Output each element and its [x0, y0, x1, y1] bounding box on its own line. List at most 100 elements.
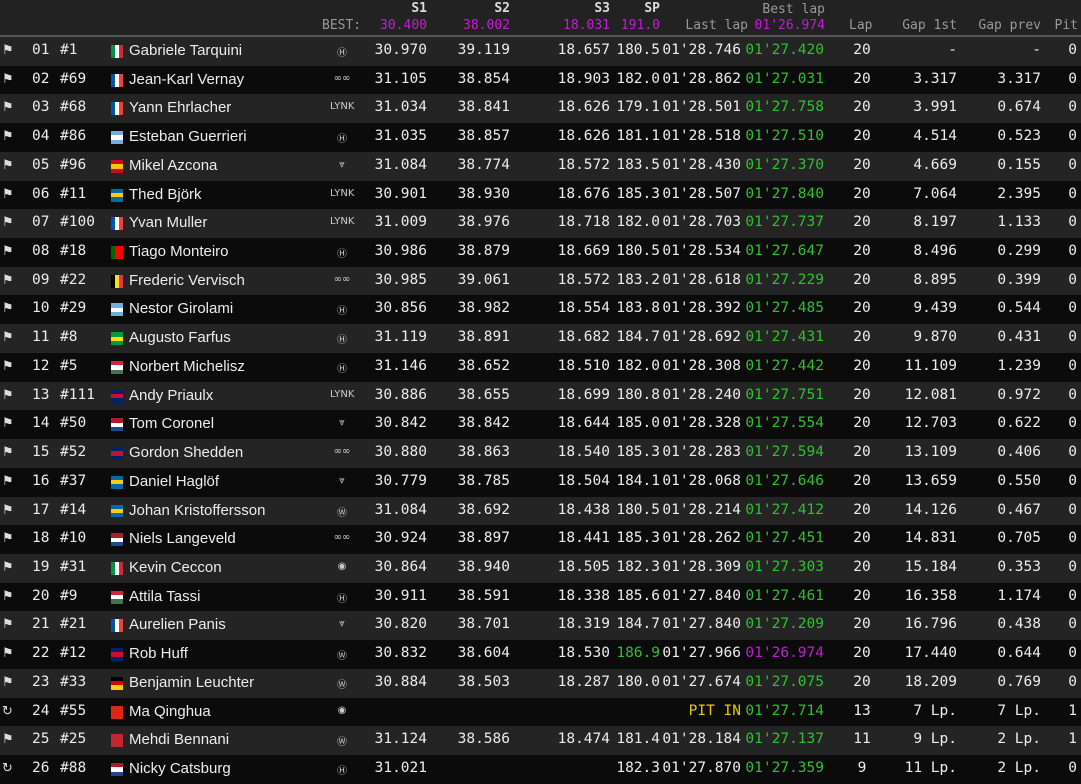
s2-cell: 38.586 — [457, 731, 510, 748]
driver-name[interactable]: Gordon Shedden — [129, 444, 244, 462]
gap1-cell: 18.209 — [904, 673, 957, 690]
table-row[interactable]: ⚑ 22 #12 Rob Huff Ⓦ 30.832 38.604 18.530 186.9 01… — [0, 640, 1081, 669]
table-row[interactable]: ⚑ 19 #31 Kevin Ceccon ◉ 30.864 38.940 18.505 182… — [0, 553, 1081, 583]
pit-cell: 0 — [1068, 329, 1077, 346]
driver-name[interactable]: Frederic Vervisch — [129, 271, 245, 289]
cupra-logo-icon: ⩔ — [339, 417, 345, 429]
gap1-cell: 9.439 — [913, 300, 957, 317]
table-row[interactable]: ⚑ 07 #100 Yvan Muller LYNK 31.009 38.976 18.718… — [0, 209, 1081, 239]
flag-swe-icon — [111, 188, 123, 202]
table-row[interactable]: ⚑ 20 #9 Attila Tassi Ⓗ 30.911 38.591 18.338 185.… — [0, 582, 1081, 612]
driver-name[interactable]: Tom Coronel — [129, 415, 215, 433]
pit-cell: 0 — [1068, 300, 1077, 317]
driver-name[interactable]: Tiago Monteiro — [129, 243, 229, 261]
gapprev-cell: 0.972 — [997, 386, 1041, 403]
pit-cell: 0 — [1068, 214, 1077, 231]
driver-name[interactable]: Norbert Michelisz — [129, 357, 245, 375]
sp-cell: 184.7 — [616, 616, 660, 633]
pit-clock-icon: ↻ — [2, 703, 13, 719]
table-row[interactable]: ⚑ 12 #5 Norbert Michelisz Ⓗ 31.146 38.652 18.51… — [0, 352, 1081, 382]
best-s2: 38.002 — [463, 18, 510, 33]
last-cell: 01'27.870 — [662, 759, 741, 776]
driver-name[interactable]: Niels Langeveld — [129, 530, 236, 548]
table-row[interactable]: ⚑ 04 #86 Esteban Guerrieri Ⓗ 31.035 38.857 18.6… — [0, 123, 1081, 152]
table-row[interactable]: ⚑ 18 #10 Niels Langeveld ∞∞ 30.924 38.897 18.44… — [0, 525, 1081, 554]
driver-name[interactable]: Thed Björk — [129, 185, 202, 203]
checkered-flag-icon: ⚑ — [2, 674, 14, 690]
flag-gbr-icon — [111, 447, 123, 461]
alfa-logo-icon: ◉ — [337, 704, 347, 716]
checkered-flag-icon: ⚑ — [2, 387, 14, 403]
best-cell: 01'27.031 — [745, 70, 824, 87]
car-number: #88 — [60, 759, 87, 776]
driver-name[interactable]: Andy Priaulx — [129, 386, 214, 404]
table-row[interactable]: ⚑ 06 #11 Thed Björk LYNK 30.901 38.930 18.676 18… — [0, 180, 1081, 210]
driver-name[interactable]: Daniel Haglöf — [129, 472, 220, 490]
driver-name[interactable]: Ma Qinghua — [129, 702, 211, 720]
table-row[interactable]: ↻ 24 #55 Ma Qinghua ◉ PIT IN 01'27.714 7 Lp. 7 L… — [0, 697, 1081, 727]
gapprev-cell: 0.399 — [997, 271, 1041, 288]
driver-name[interactable]: Johan Kristoffersson — [129, 501, 266, 519]
table-row[interactable]: ⚑ 03 #68 Yann Ehrlacher LYNK 31.034 38.841 18.6… — [0, 94, 1081, 124]
position: 09 — [32, 271, 50, 288]
table-row[interactable]: ⚑ 17 #14 Johan Kristoffersson Ⓦ 31.084 38.692 1… — [0, 496, 1081, 526]
last-cell: 01'28.703 — [662, 214, 741, 231]
driver-name[interactable]: Kevin Ceccon — [129, 558, 222, 576]
driver-name[interactable]: Rob Huff — [129, 645, 188, 663]
driver-name[interactable]: Nestor Girolami — [129, 300, 234, 318]
lap-cell: 20 — [853, 472, 871, 489]
s1-cell: 30.880 — [374, 444, 427, 461]
driver-name[interactable]: Yann Ehrlacher — [129, 99, 232, 117]
lap-cell: 20 — [853, 357, 871, 374]
driver-name[interactable]: Mehdi Bennani — [129, 731, 230, 749]
checkered-flag-icon: ⚑ — [2, 71, 14, 87]
driver-name[interactable]: Benjamin Leuchter — [129, 673, 255, 691]
s1-cell: 30.779 — [374, 472, 427, 489]
checkered-flag-icon: ⚑ — [2, 732, 14, 748]
checkered-flag-icon: ⚑ — [2, 215, 14, 231]
driver-name[interactable]: Aurelien Panis — [129, 616, 226, 634]
pit-cell: 0 — [1068, 243, 1077, 260]
lap-cell: 20 — [853, 271, 871, 288]
last-cell: 01'28.534 — [662, 243, 741, 260]
table-row[interactable]: ⚑ 09 #22 Frederic Vervisch ∞∞ 30.985 39.061 18.… — [0, 266, 1081, 296]
driver-name[interactable]: Gabriele Tarquini — [129, 42, 243, 59]
best-cell: 01'27.840 — [745, 185, 824, 202]
position: 13 — [32, 386, 50, 403]
sp-cell: 181.1 — [616, 128, 660, 145]
table-row[interactable]: ⚑ 21 #21 Aurelien Panis ⩔ 30.820 38.701 18.319 1… — [0, 611, 1081, 641]
table-row[interactable]: ⚑ 25 #25 Mehdi Bennani Ⓦ 31.124 38.586 18.474 18… — [0, 726, 1081, 755]
table-row[interactable]: ⚑ 16 #37 Daniel Haglöf ⩔ 30.779 38.785 18.504 18… — [0, 467, 1081, 497]
driver-name[interactable]: Esteban Guerrieri — [129, 128, 247, 146]
table-row[interactable]: ⚑ 08 #18 Tiago Monteiro Ⓗ 30.986 38.879 18.669 1… — [0, 238, 1081, 267]
col-gap-prev: Gap prev — [978, 18, 1041, 33]
driver-name[interactable]: Jean-Karl Vernay — [129, 70, 245, 88]
table-row[interactable]: ⚑ 11 #8 Augusto Farfus Ⓗ 31.119 38.891 18.682 18… — [0, 324, 1081, 353]
flag-ita-icon — [111, 561, 123, 575]
car-number: #31 — [60, 558, 87, 575]
table-row[interactable]: ↻ 26 #88 Nicky Catsburg Ⓗ 31.021 182.3 01'27.87… — [0, 754, 1081, 784]
table-row[interactable]: ⚑ 23 #33 Benjamin Leuchter Ⓦ 30.884 38.503 18.2… — [0, 668, 1081, 698]
driver-name[interactable]: Yvan Muller — [129, 214, 208, 232]
s3-cell: 18.540 — [557, 444, 610, 461]
table-row[interactable]: ⚑ 14 #50 Tom Coronel ⩔ 30.842 38.842 18.644 185.… — [0, 410, 1081, 440]
driver-name[interactable]: Nicky Catsburg — [129, 759, 231, 777]
s3-cell: 18.505 — [557, 558, 610, 575]
car-number: #111 — [60, 386, 95, 403]
last-cell: 01'28.746 — [662, 42, 741, 58]
driver-name[interactable]: Augusto Farfus — [129, 329, 231, 347]
table-row[interactable]: ⚑ 01 #1 Gabriele Tarquini Ⓗ 30.970 39.119 18.65… — [0, 37, 1081, 66]
s2-cell: 38.940 — [457, 558, 510, 575]
table-row[interactable]: ⚑ 13 #111 Andy Priaulx LYNK 30.886 38.655 18.69… — [0, 381, 1081, 411]
table-row[interactable]: ⚑ 15 #52 Gordon Shedden ∞∞ 30.880 38.863 18.540… — [0, 439, 1081, 468]
driver-name[interactable]: Mikel Azcona — [129, 156, 218, 174]
last-cell: 01'28.392 — [662, 300, 741, 317]
driver-name[interactable]: Attila Tassi — [129, 587, 201, 605]
table-row[interactable]: ⚑ 05 #96 Mikel Azcona ⩔ 31.084 38.774 18.572 183… — [0, 151, 1081, 181]
gap1-cell: 12.703 — [904, 415, 957, 432]
table-row[interactable]: ⚑ 02 #69 Jean-Karl Vernay ∞∞ 31.105 38.854 18.9… — [0, 65, 1081, 95]
table-row[interactable]: ⚑ 10 #29 Nestor Girolami Ⓗ 30.856 38.982 18.554… — [0, 295, 1081, 325]
best-cell: 01'27.229 — [745, 271, 824, 288]
lap-cell: 20 — [853, 587, 871, 604]
best-sp: 191.0 — [620, 18, 660, 33]
